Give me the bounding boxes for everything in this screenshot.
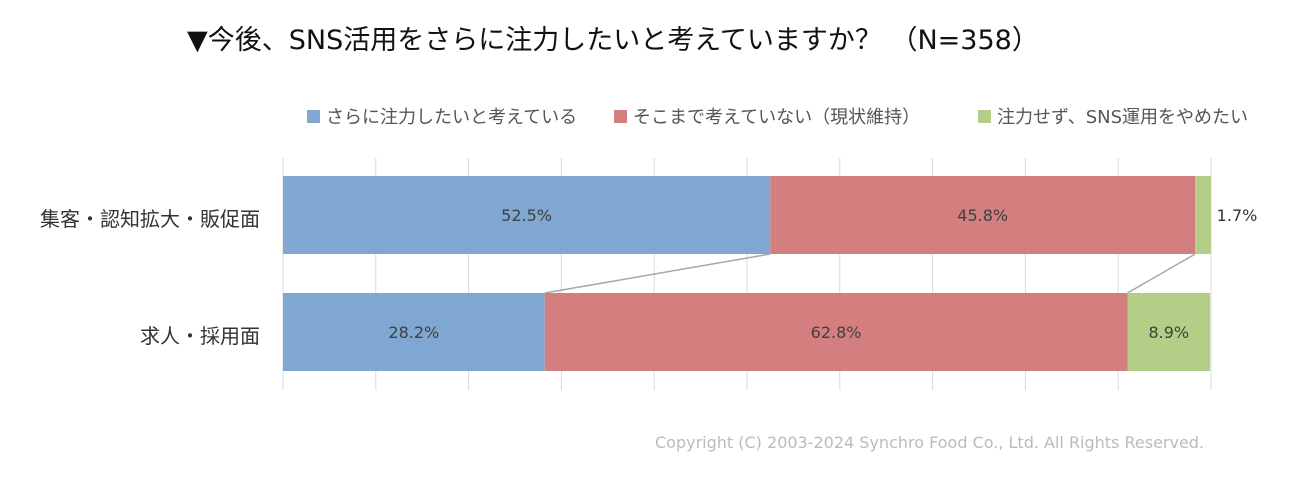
- legend: さらに注力したいと考えている そこまで考えていない（現状維持） 注力せず、SNS…: [0, 103, 1300, 133]
- bar-segment: [1195, 176, 1211, 254]
- data-label: 1.7%: [1217, 206, 1258, 225]
- bar-segment: [770, 176, 1196, 254]
- bar-segment: [1127, 293, 1211, 371]
- data-label: 52.5%: [501, 206, 552, 225]
- data-label: 45.8%: [957, 206, 1008, 225]
- series-connector-line: [544, 253, 771, 294]
- series-connector-line: [1127, 253, 1196, 294]
- copyright-notice: Copyright (C) 2003-2024 Synchro Food Co.…: [655, 433, 1205, 452]
- data-label: 8.9%: [1148, 323, 1189, 342]
- category-label-sales-promotion: 集客・認知拡大・販促面: [40, 207, 260, 231]
- legend-item-focus-more: さらに注力したいと考えている: [307, 103, 577, 129]
- bar-segment: [544, 293, 1128, 371]
- legend-swatch-green: [978, 109, 991, 123]
- bar-segment: [283, 176, 771, 254]
- legend-item-maintain: そこまで考えていない（現状維持）: [614, 103, 920, 129]
- legend-swatch-red: [614, 109, 627, 123]
- category-label-recruiting: 求人・採用面: [140, 324, 260, 348]
- legend-label: さらに注力したいと考えている: [326, 107, 578, 128]
- data-label: 28.2%: [388, 323, 439, 342]
- bar-segment: [283, 293, 545, 371]
- chart-title: ▼今後、SNS活用をさらに注力したいと考えていますか？ （N=358）: [187, 25, 1039, 56]
- legend-item-quit: 注力せず、SNS運用をやめたい: [978, 103, 1248, 129]
- legend-label: そこまで考えていない（現状維持）: [633, 107, 921, 128]
- legend-label: 注力せず、SNS運用をやめたい: [997, 107, 1249, 128]
- data-label: 62.8%: [811, 323, 862, 342]
- legend-swatch-blue: [307, 109, 320, 123]
